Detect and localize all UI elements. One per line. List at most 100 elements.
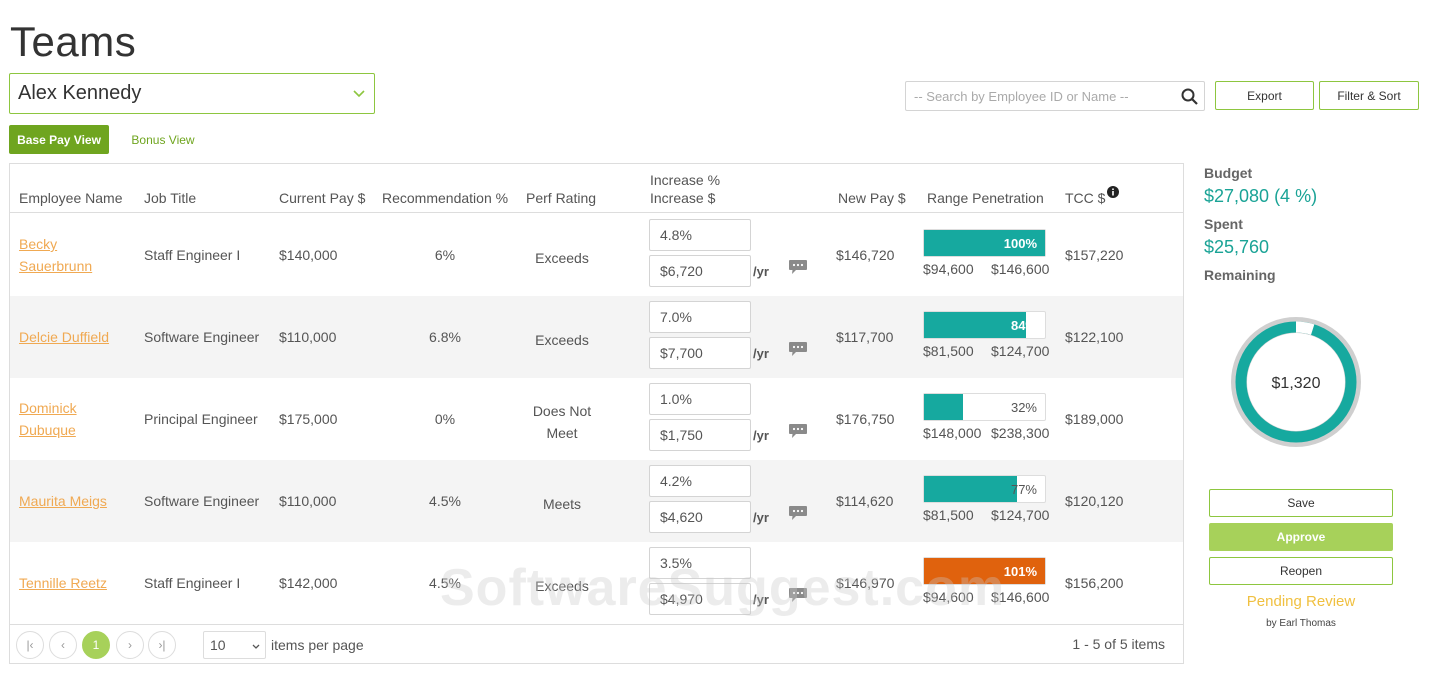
col-increase-pct[interactable]: Increase % bbox=[650, 172, 721, 188]
increase-amt-input[interactable]: $1,750 bbox=[649, 419, 751, 451]
employee-name-line1: Becky bbox=[19, 236, 58, 252]
employee-name-link[interactable]: Becky Sauerbrunn bbox=[19, 233, 129, 277]
col-perf-rating[interactable]: Perf Rating bbox=[526, 190, 597, 206]
range-max: $124,700 bbox=[991, 507, 1050, 523]
filter-sort-button[interactable]: Filter & Sort bbox=[1319, 81, 1419, 110]
comment-icon[interactable] bbox=[787, 504, 809, 522]
col-current-pay[interactable]: Current Pay $ bbox=[279, 190, 366, 206]
increase-amt-input[interactable]: $4,620 bbox=[649, 501, 751, 533]
col-recommendation[interactable]: Recommendation % bbox=[382, 190, 509, 206]
employee-name-line2: Dubuque bbox=[19, 422, 76, 438]
col-job-title[interactable]: Job Title bbox=[144, 190, 197, 206]
budget-label: Budget bbox=[1204, 165, 1253, 181]
employee-name-link[interactable]: Tennille Reetz bbox=[19, 572, 129, 594]
table-row: Tennille Reetz Staff Engineer I $142,000 4.… bbox=[10, 542, 1183, 624]
chevron-down-icon bbox=[353, 90, 365, 98]
search-input[interactable] bbox=[914, 88, 1169, 104]
range-max: $238,300 bbox=[991, 425, 1050, 441]
team-select[interactable]: Alex Kennedy bbox=[9, 73, 375, 114]
table-row: Dominick Dubuque Principal Engineer $175,00… bbox=[10, 378, 1183, 460]
search-icon[interactable] bbox=[1180, 87, 1200, 107]
spent-value: $25,760 bbox=[1204, 237, 1270, 257]
per-year-label: /yr bbox=[753, 428, 769, 443]
increase-pct-input[interactable]: 1.0% bbox=[649, 383, 751, 415]
increase-amt-input[interactable]: $7,700 bbox=[649, 337, 751, 369]
employee-name-line1: Delcie Duffield bbox=[19, 329, 110, 345]
prev-page-button[interactable]: ‹ bbox=[49, 631, 77, 659]
range-penetration-fill bbox=[924, 476, 1018, 502]
page-size-value: 10 bbox=[210, 637, 226, 653]
increase-pct-input[interactable]: 3.5% bbox=[649, 547, 751, 579]
range-penetration-bar: 77% bbox=[923, 475, 1046, 503]
perf-rating: Exceeds bbox=[512, 247, 612, 269]
job-title: Staff Engineer I bbox=[144, 575, 241, 591]
next-page-button[interactable]: › bbox=[116, 631, 144, 659]
save-button[interactable]: Save bbox=[1209, 489, 1393, 517]
tab-bonus-view[interactable]: Bonus View bbox=[131, 132, 195, 147]
perf-rating-line1: Does Not bbox=[532, 403, 592, 419]
range-penetration-pct: 101% bbox=[1003, 564, 1037, 579]
page-title: Teams bbox=[10, 18, 137, 65]
employee-name-link[interactable]: Maurita Meigs bbox=[19, 490, 129, 512]
increase-pct-input[interactable]: 4.8% bbox=[649, 219, 751, 251]
recommendation-pct: 6% bbox=[434, 247, 456, 263]
increase-pct-input[interactable]: 4.2% bbox=[649, 465, 751, 497]
employee-name-link[interactable]: Delcie Duffield bbox=[19, 326, 129, 348]
spent-label: Spent bbox=[1204, 216, 1243, 232]
comment-icon[interactable] bbox=[787, 422, 809, 440]
page-button-current[interactable]: 1 bbox=[82, 631, 110, 659]
employee-name-link[interactable]: Dominick Dubuque bbox=[19, 397, 129, 441]
recommendation-pct: 6.8% bbox=[429, 329, 461, 345]
items-per-page-label: items per page bbox=[271, 637, 364, 653]
increase-amt-input[interactable]: $4,970 bbox=[649, 583, 751, 615]
new-pay: $146,720 bbox=[836, 247, 895, 263]
perf-rating: Exceeds bbox=[512, 329, 612, 351]
range-min: $81,500 bbox=[923, 507, 974, 523]
range-penetration-fill bbox=[924, 230, 1045, 256]
tcc-value: $122,100 bbox=[1065, 329, 1124, 345]
export-button[interactable]: Export bbox=[1215, 81, 1314, 110]
range-penetration-fill bbox=[924, 394, 963, 420]
current-pay: $110,000 bbox=[279, 493, 337, 509]
table-row: Delcie Duffield Software Engineer $110,000… bbox=[10, 296, 1183, 378]
grid-header: Employee Name Job Title Current Pay $ Re… bbox=[10, 164, 1183, 213]
employee-grid: Employee Name Job Title Current Pay $ Re… bbox=[9, 163, 1184, 664]
range-max: $146,600 bbox=[991, 589, 1050, 605]
comment-icon[interactable] bbox=[787, 258, 809, 276]
perf-rating-line1: Exceeds bbox=[535, 578, 589, 594]
comment-icon[interactable] bbox=[787, 586, 809, 604]
reopen-button[interactable]: Reopen bbox=[1209, 557, 1393, 585]
col-employee-name[interactable]: Employee Name bbox=[19, 190, 123, 206]
employee-name-line1: Tennille Reetz bbox=[19, 575, 107, 591]
approve-button[interactable]: Approve bbox=[1209, 523, 1393, 551]
employee-name-line1: Maurita Meigs bbox=[19, 493, 107, 509]
info-icon[interactable] bbox=[1107, 186, 1119, 198]
col-tcc[interactable]: TCC $ bbox=[1065, 190, 1106, 206]
job-title: Software Engineer bbox=[144, 329, 260, 345]
chevron-down-icon bbox=[252, 644, 260, 649]
employee-name-line2: Sauerbrunn bbox=[19, 258, 93, 274]
range-max: $146,600 bbox=[991, 261, 1050, 277]
increase-pct-input[interactable]: 7.0% bbox=[649, 301, 751, 333]
col-increase-amt[interactable]: Increase $ bbox=[650, 190, 716, 206]
last-page-button[interactable]: ›| bbox=[148, 631, 176, 659]
tcc-value: $157,220 bbox=[1065, 247, 1124, 263]
per-year-label: /yr bbox=[753, 346, 769, 361]
increase-amt-input[interactable]: $6,720 bbox=[649, 255, 751, 287]
job-title: Staff Engineer I bbox=[144, 247, 241, 263]
comment-icon[interactable] bbox=[787, 340, 809, 358]
range-penetration-fill bbox=[924, 558, 1045, 584]
page-size-select[interactable]: 10 bbox=[203, 631, 266, 659]
perf-rating-line1: Exceeds bbox=[535, 332, 589, 348]
col-range-penetration[interactable]: Range Penetration bbox=[927, 190, 1044, 206]
range-min: $94,600 bbox=[923, 261, 974, 277]
status-label: Pending Review bbox=[1246, 593, 1356, 610]
recommendation-pct: 4.5% bbox=[429, 493, 461, 509]
current-pay: $140,000 bbox=[279, 247, 338, 263]
col-new-pay[interactable]: New Pay $ bbox=[838, 190, 906, 206]
job-title: Principal Engineer bbox=[144, 411, 258, 427]
donut-center bbox=[1247, 333, 1345, 431]
tab-base-pay-view[interactable]: Base Pay View bbox=[9, 125, 109, 154]
first-page-button[interactable]: |‹ bbox=[16, 631, 44, 659]
range-penetration-pct: 100% bbox=[1003, 236, 1037, 251]
